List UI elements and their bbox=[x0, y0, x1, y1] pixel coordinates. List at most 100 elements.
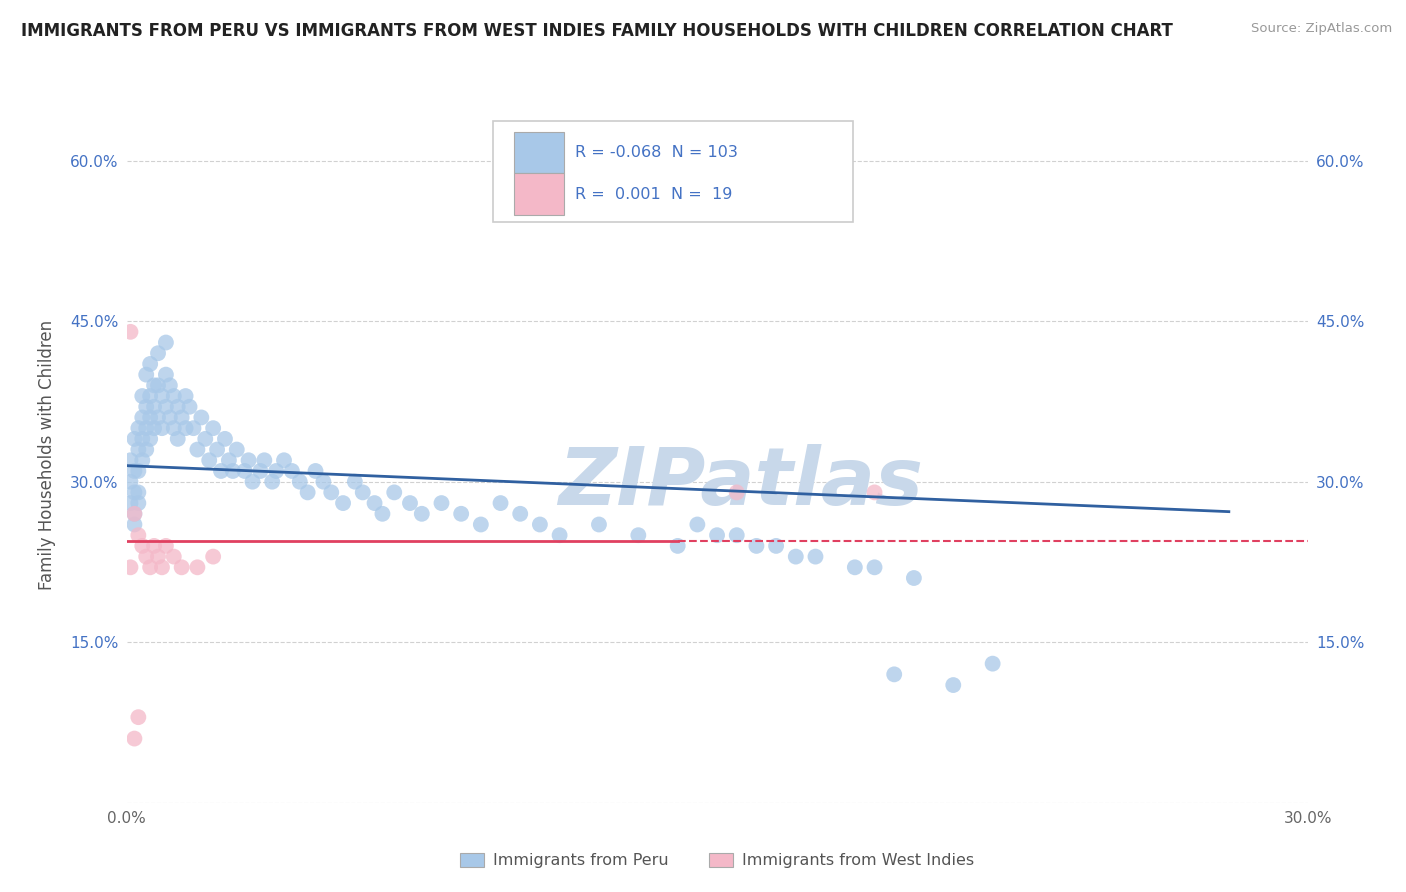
Point bbox=[399, 496, 422, 510]
FancyBboxPatch shape bbox=[492, 121, 853, 222]
Text: Source: ZipAtlas.com: Source: ZipAtlas.com bbox=[1251, 22, 1392, 36]
Point bbox=[450, 507, 472, 521]
Point bbox=[143, 400, 166, 414]
Point bbox=[163, 421, 186, 435]
Point bbox=[163, 549, 186, 564]
Point bbox=[135, 549, 157, 564]
Y-axis label: Family Households with Children: Family Households with Children bbox=[38, 320, 56, 590]
Text: ZIPatlas: ZIPatlas bbox=[558, 443, 924, 522]
Point bbox=[135, 421, 157, 435]
Point bbox=[238, 453, 260, 467]
Point bbox=[127, 464, 149, 478]
Point bbox=[430, 496, 453, 510]
Point bbox=[981, 657, 1004, 671]
Text: R = -0.068  N = 103: R = -0.068 N = 103 bbox=[575, 145, 738, 160]
Text: IMMIGRANTS FROM PERU VS IMMIGRANTS FROM WEST INDIES FAMILY HOUSEHOLDS WITH CHILD: IMMIGRANTS FROM PERU VS IMMIGRANTS FROM … bbox=[21, 22, 1173, 40]
Point bbox=[273, 453, 295, 467]
Point bbox=[163, 389, 186, 403]
Point bbox=[363, 496, 385, 510]
Point bbox=[411, 507, 433, 521]
Point bbox=[143, 539, 166, 553]
Point bbox=[297, 485, 319, 500]
Legend: Immigrants from Peru, Immigrants from West Indies: Immigrants from Peru, Immigrants from We… bbox=[453, 847, 981, 875]
Point bbox=[127, 710, 149, 724]
Point bbox=[489, 496, 512, 510]
Point bbox=[124, 464, 146, 478]
Point bbox=[127, 442, 149, 457]
Point bbox=[159, 378, 181, 392]
Point bbox=[186, 442, 208, 457]
Point bbox=[222, 464, 245, 478]
Point bbox=[135, 442, 157, 457]
Point bbox=[127, 528, 149, 542]
Point bbox=[198, 453, 221, 467]
Point bbox=[174, 421, 197, 435]
Point bbox=[131, 539, 153, 553]
Point bbox=[155, 368, 177, 382]
Point bbox=[312, 475, 335, 489]
Point bbox=[706, 528, 728, 542]
Point bbox=[785, 549, 807, 564]
Point bbox=[304, 464, 326, 478]
Point bbox=[124, 731, 146, 746]
Point bbox=[529, 517, 551, 532]
FancyBboxPatch shape bbox=[515, 132, 564, 173]
Point bbox=[150, 560, 173, 574]
Text: R =  0.001  N =  19: R = 0.001 N = 19 bbox=[575, 186, 733, 202]
FancyBboxPatch shape bbox=[515, 173, 564, 215]
Point bbox=[745, 539, 768, 553]
Point bbox=[214, 432, 236, 446]
Point bbox=[127, 496, 149, 510]
Point bbox=[242, 475, 264, 489]
Point bbox=[166, 432, 188, 446]
Point bbox=[253, 453, 276, 467]
Point bbox=[131, 453, 153, 467]
Point bbox=[155, 400, 177, 414]
Point bbox=[146, 410, 169, 425]
Point bbox=[264, 464, 287, 478]
Point bbox=[139, 432, 162, 446]
Point bbox=[844, 560, 866, 574]
Point bbox=[863, 485, 886, 500]
Point bbox=[548, 528, 571, 542]
Point bbox=[627, 528, 650, 542]
Point bbox=[186, 560, 208, 574]
Point bbox=[288, 475, 311, 489]
Point bbox=[233, 464, 256, 478]
Point bbox=[202, 421, 225, 435]
Point bbox=[135, 400, 157, 414]
Point bbox=[883, 667, 905, 681]
Point bbox=[321, 485, 343, 500]
Point bbox=[166, 400, 188, 414]
Point bbox=[139, 389, 162, 403]
Point bbox=[120, 560, 142, 574]
Point bbox=[131, 389, 153, 403]
Point bbox=[343, 475, 366, 489]
Point bbox=[903, 571, 925, 585]
Point bbox=[470, 517, 492, 532]
Point bbox=[174, 389, 197, 403]
Point bbox=[146, 549, 169, 564]
Point bbox=[120, 453, 142, 467]
Point bbox=[765, 539, 787, 553]
Point bbox=[281, 464, 304, 478]
Point bbox=[135, 368, 157, 382]
Point bbox=[190, 410, 212, 425]
Point bbox=[124, 507, 146, 521]
Point bbox=[150, 421, 173, 435]
Point bbox=[249, 464, 271, 478]
Point bbox=[382, 485, 405, 500]
Point bbox=[194, 432, 217, 446]
Point bbox=[120, 475, 142, 489]
Point bbox=[139, 410, 162, 425]
Point bbox=[725, 528, 748, 542]
Point bbox=[588, 517, 610, 532]
Point bbox=[863, 560, 886, 574]
Point bbox=[155, 539, 177, 553]
Point bbox=[225, 442, 247, 457]
Point bbox=[942, 678, 965, 692]
Point bbox=[139, 560, 162, 574]
Point bbox=[262, 475, 284, 489]
Point bbox=[666, 539, 689, 553]
Point bbox=[170, 560, 193, 574]
